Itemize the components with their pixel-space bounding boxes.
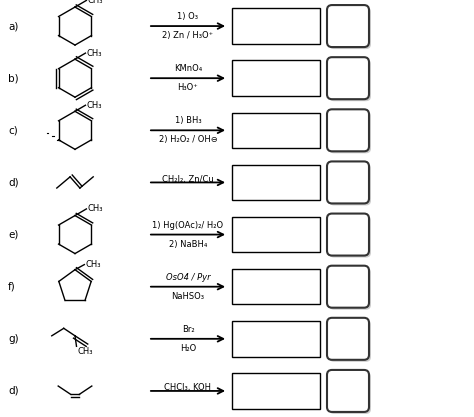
FancyBboxPatch shape: [329, 268, 371, 310]
Text: d): d): [8, 386, 18, 396]
FancyBboxPatch shape: [329, 372, 371, 414]
Text: a): a): [8, 21, 18, 31]
FancyBboxPatch shape: [327, 214, 369, 256]
FancyBboxPatch shape: [329, 111, 371, 153]
FancyBboxPatch shape: [329, 320, 371, 362]
Text: H₃O⁺: H₃O⁺: [178, 83, 199, 92]
Text: e): e): [8, 230, 18, 239]
Text: 2) NaBH₄: 2) NaBH₄: [169, 239, 207, 249]
Text: CH₃: CH₃: [87, 0, 103, 5]
Text: c): c): [8, 126, 18, 135]
FancyBboxPatch shape: [329, 216, 371, 258]
Text: CH₃: CH₃: [86, 49, 102, 58]
Bar: [232, 113, 320, 148]
Text: Br₂: Br₂: [182, 325, 194, 334]
Bar: [232, 269, 320, 304]
Bar: [232, 8, 320, 44]
Text: NaHSO₃: NaHSO₃: [172, 291, 204, 301]
FancyBboxPatch shape: [327, 370, 369, 412]
FancyBboxPatch shape: [329, 163, 371, 206]
Text: CHCl₃, KOH: CHCl₃, KOH: [164, 384, 211, 392]
Bar: [232, 60, 320, 96]
FancyBboxPatch shape: [327, 5, 369, 47]
Text: d): d): [8, 178, 18, 187]
Text: f): f): [8, 282, 16, 291]
FancyBboxPatch shape: [327, 266, 369, 308]
Bar: [232, 165, 320, 200]
Text: 2) Zn / H₃O⁺: 2) Zn / H₃O⁺: [163, 31, 214, 40]
Text: g): g): [8, 334, 18, 344]
Bar: [232, 321, 320, 357]
Text: H₂O: H₂O: [180, 344, 196, 353]
Text: CH₃: CH₃: [86, 101, 102, 110]
FancyBboxPatch shape: [329, 59, 371, 101]
Text: CH₃: CH₃: [85, 260, 101, 269]
Text: 1) Hg(OAc)₂/ H₂O: 1) Hg(OAc)₂/ H₂O: [153, 221, 224, 230]
Text: CH₃: CH₃: [78, 347, 93, 356]
FancyBboxPatch shape: [327, 57, 369, 99]
Text: 1) O₃: 1) O₃: [177, 12, 199, 21]
Text: 2) H₂O₂ / OH⊖: 2) H₂O₂ / OH⊖: [159, 135, 218, 144]
Text: CH₂I₂, Zn/Cu: CH₂I₂, Zn/Cu: [162, 175, 214, 184]
FancyBboxPatch shape: [327, 318, 369, 360]
FancyBboxPatch shape: [327, 109, 369, 151]
Text: OsO4 / Pyr: OsO4 / Pyr: [166, 273, 210, 282]
Text: CH₃: CH₃: [87, 204, 103, 214]
FancyBboxPatch shape: [329, 7, 371, 49]
FancyBboxPatch shape: [327, 161, 369, 203]
Text: KMnO₄: KMnO₄: [174, 64, 202, 73]
Text: b): b): [8, 73, 18, 83]
Text: 1) BH₃: 1) BH₃: [175, 116, 201, 126]
Bar: [232, 217, 320, 252]
Bar: [232, 373, 320, 409]
